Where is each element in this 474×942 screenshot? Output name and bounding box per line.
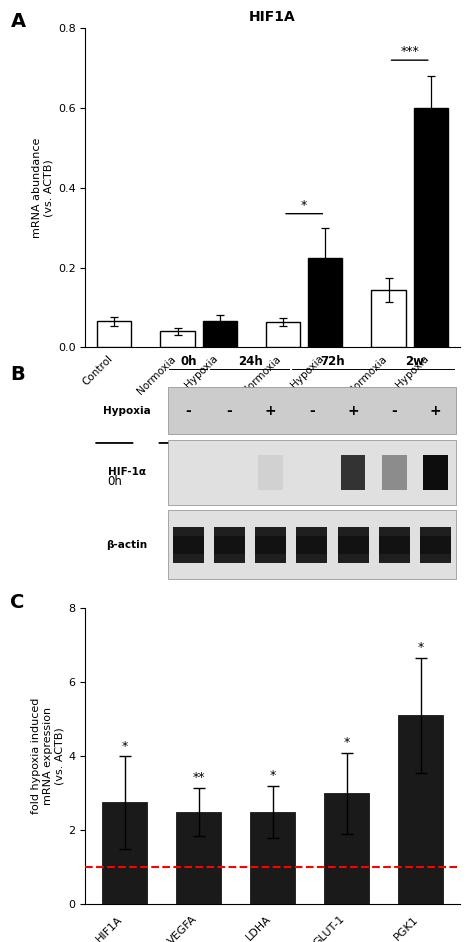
Bar	[296, 527, 328, 562]
Bar	[337, 527, 368, 562]
Text: -: -	[227, 403, 232, 417]
Y-axis label: fold hypoxia induced
mRNA expression
(vs. ACTB): fold hypoxia induced mRNA expression (vs…	[31, 698, 64, 815]
Bar	[255, 527, 286, 562]
Bar	[255, 536, 286, 554]
Bar	[341, 455, 365, 491]
Text: 0h: 0h	[107, 475, 122, 488]
Bar	[398, 716, 443, 904]
Bar	[379, 527, 410, 562]
Text: ***: ***	[401, 45, 419, 58]
Bar	[102, 803, 147, 904]
Bar	[423, 455, 448, 491]
Y-axis label: mRNA abundance
(vs. ACTB): mRNA abundance (vs. ACTB)	[32, 138, 54, 238]
Text: 0h: 0h	[180, 355, 197, 368]
Text: HIF-1α: HIF-1α	[108, 467, 146, 478]
Bar	[324, 793, 369, 904]
Text: 24h: 24h	[187, 475, 210, 488]
Bar	[173, 527, 204, 562]
Bar	[266, 322, 300, 348]
Bar	[173, 536, 204, 554]
Text: *: *	[344, 736, 350, 749]
Text: **: **	[192, 771, 205, 784]
Bar	[372, 290, 406, 348]
Text: β-actin: β-actin	[106, 540, 147, 550]
Bar	[214, 536, 245, 554]
Text: 2w: 2w	[401, 475, 418, 488]
Text: Hypoxia: Hypoxia	[103, 406, 150, 415]
Bar	[203, 321, 237, 348]
Bar	[258, 455, 283, 491]
Text: +: +	[265, 403, 276, 417]
Bar	[168, 440, 456, 505]
Text: +: +	[429, 403, 441, 417]
Text: -: -	[392, 403, 397, 417]
Bar	[176, 812, 221, 904]
Bar	[161, 332, 195, 348]
Bar	[97, 321, 131, 348]
Bar	[420, 527, 451, 562]
Bar	[382, 455, 407, 491]
Bar	[214, 527, 245, 562]
Text: -: -	[185, 403, 191, 417]
Title: HIF1A: HIF1A	[249, 10, 296, 24]
Bar	[308, 257, 342, 348]
Text: B: B	[10, 365, 25, 384]
Text: -: -	[309, 403, 315, 417]
Text: *: *	[301, 199, 307, 212]
Bar	[379, 536, 410, 554]
Bar	[168, 511, 456, 579]
Bar	[168, 387, 456, 434]
Bar	[250, 812, 295, 904]
Text: C: C	[10, 593, 25, 612]
Bar	[296, 536, 328, 554]
Text: *: *	[418, 642, 424, 655]
Text: 72h: 72h	[293, 475, 315, 488]
Text: A: A	[10, 12, 26, 31]
Text: 24h: 24h	[237, 355, 263, 368]
Text: 72h: 72h	[320, 355, 345, 368]
Text: *: *	[269, 769, 276, 782]
Text: *: *	[121, 739, 128, 753]
Bar	[337, 536, 368, 554]
Bar	[414, 108, 448, 348]
Bar	[420, 536, 451, 554]
Text: 2w: 2w	[405, 355, 424, 368]
Text: +: +	[347, 403, 359, 417]
